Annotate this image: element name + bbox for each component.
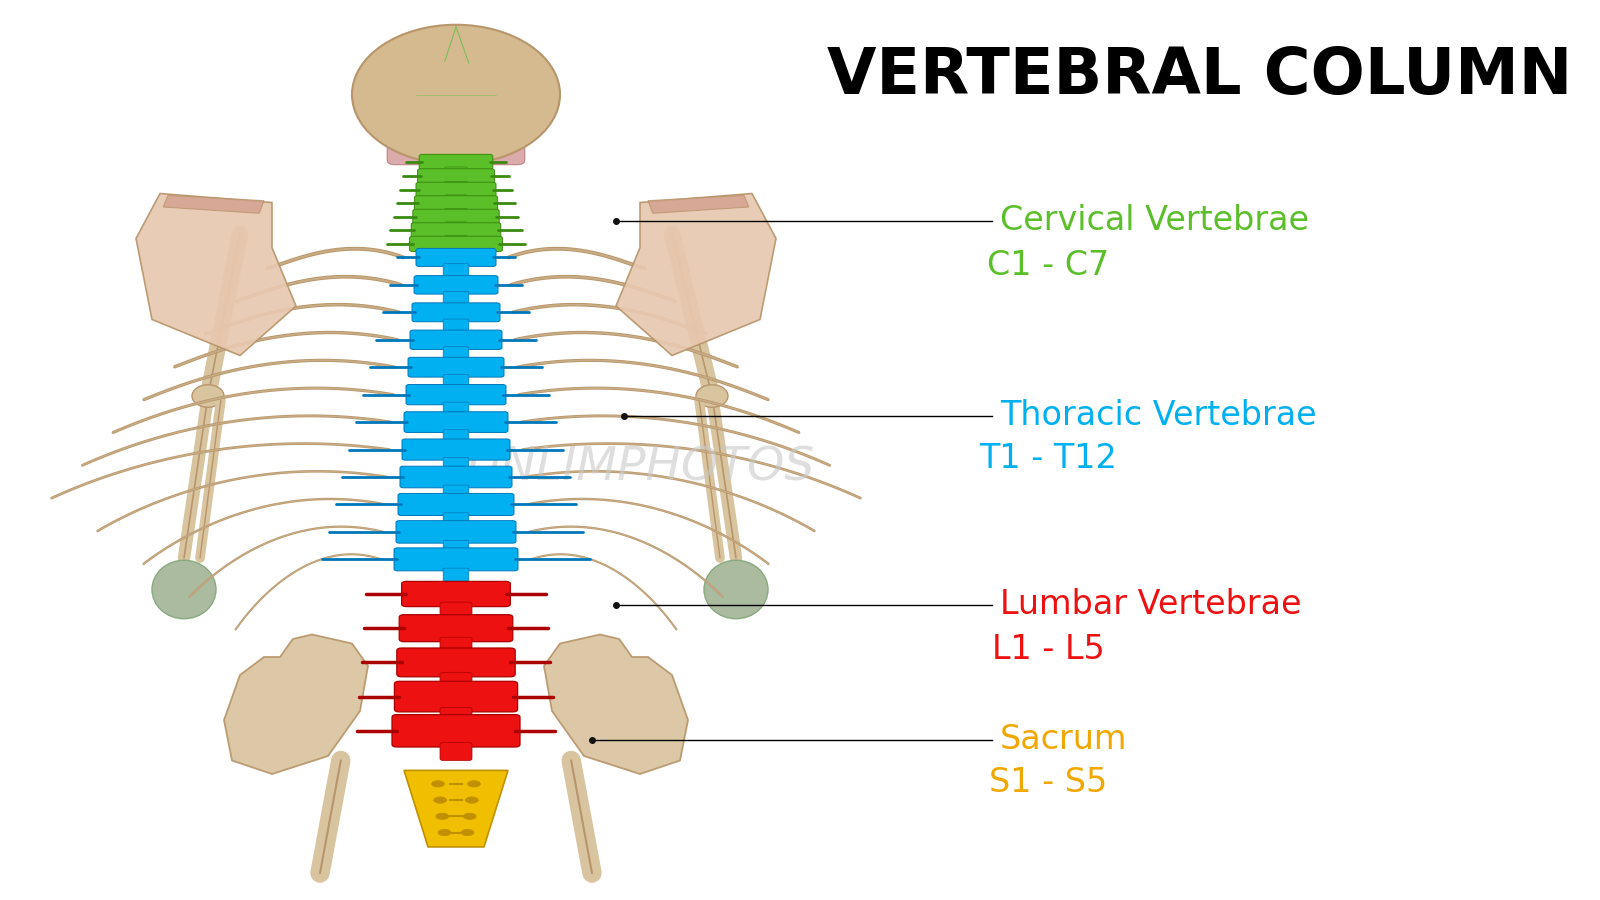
FancyBboxPatch shape <box>443 457 469 478</box>
FancyBboxPatch shape <box>443 346 469 364</box>
Polygon shape <box>616 194 776 356</box>
FancyBboxPatch shape <box>440 672 472 690</box>
Ellipse shape <box>432 781 445 787</box>
FancyBboxPatch shape <box>440 742 472 760</box>
FancyBboxPatch shape <box>443 485 469 507</box>
FancyBboxPatch shape <box>398 493 514 516</box>
Text: Sacrum: Sacrum <box>1000 724 1128 756</box>
Text: Thoracic Vertebrae: Thoracic Vertebrae <box>1000 400 1317 432</box>
Text: T1 - T12: T1 - T12 <box>979 443 1117 475</box>
FancyBboxPatch shape <box>443 430 469 450</box>
FancyBboxPatch shape <box>445 181 467 193</box>
FancyBboxPatch shape <box>414 275 498 294</box>
Polygon shape <box>136 194 296 356</box>
Polygon shape <box>544 634 688 774</box>
Ellipse shape <box>461 830 474 836</box>
FancyBboxPatch shape <box>416 248 496 266</box>
Polygon shape <box>224 634 368 774</box>
FancyBboxPatch shape <box>440 707 472 725</box>
FancyBboxPatch shape <box>445 249 467 259</box>
Polygon shape <box>403 770 509 847</box>
Ellipse shape <box>152 560 216 619</box>
FancyBboxPatch shape <box>411 302 499 321</box>
Polygon shape <box>648 195 749 213</box>
Text: L1 - L5: L1 - L5 <box>992 634 1104 666</box>
FancyBboxPatch shape <box>419 155 493 169</box>
FancyBboxPatch shape <box>443 264 469 278</box>
FancyBboxPatch shape <box>445 208 467 219</box>
Ellipse shape <box>352 24 560 164</box>
Ellipse shape <box>696 385 728 407</box>
FancyBboxPatch shape <box>413 209 499 224</box>
FancyBboxPatch shape <box>403 412 507 433</box>
FancyBboxPatch shape <box>445 221 467 232</box>
FancyBboxPatch shape <box>392 715 520 747</box>
Ellipse shape <box>466 797 478 804</box>
FancyBboxPatch shape <box>443 540 469 563</box>
FancyBboxPatch shape <box>445 167 467 178</box>
Text: C1 - C7: C1 - C7 <box>987 249 1109 282</box>
Ellipse shape <box>704 560 768 619</box>
FancyBboxPatch shape <box>443 292 469 307</box>
Ellipse shape <box>464 814 477 820</box>
Ellipse shape <box>438 830 451 836</box>
FancyBboxPatch shape <box>400 466 512 488</box>
FancyBboxPatch shape <box>398 615 512 642</box>
Text: VERTEBRAL COLUMN: VERTEBRAL COLUMN <box>827 45 1573 107</box>
FancyBboxPatch shape <box>397 648 515 677</box>
FancyBboxPatch shape <box>440 602 472 620</box>
FancyBboxPatch shape <box>443 319 469 336</box>
FancyBboxPatch shape <box>410 330 502 349</box>
Text: Cervical Vertebrae: Cervical Vertebrae <box>1000 204 1309 237</box>
Ellipse shape <box>434 797 446 804</box>
FancyBboxPatch shape <box>387 102 525 165</box>
FancyBboxPatch shape <box>418 168 494 184</box>
FancyBboxPatch shape <box>443 513 469 536</box>
FancyBboxPatch shape <box>402 439 510 460</box>
FancyBboxPatch shape <box>410 236 502 251</box>
Text: Lumbar Vertebrae: Lumbar Vertebrae <box>1000 589 1301 621</box>
FancyBboxPatch shape <box>414 195 498 211</box>
FancyBboxPatch shape <box>443 402 469 421</box>
FancyBboxPatch shape <box>416 182 496 197</box>
FancyBboxPatch shape <box>443 374 469 392</box>
FancyBboxPatch shape <box>395 520 515 544</box>
FancyBboxPatch shape <box>443 568 469 592</box>
Text: UNLIMPHOTOS: UNLIMPHOTOS <box>466 446 814 491</box>
Polygon shape <box>163 195 264 213</box>
FancyBboxPatch shape <box>408 357 504 377</box>
Ellipse shape <box>192 385 224 407</box>
FancyBboxPatch shape <box>440 637 472 655</box>
FancyBboxPatch shape <box>411 223 501 238</box>
FancyBboxPatch shape <box>394 548 518 571</box>
FancyBboxPatch shape <box>445 194 467 205</box>
Ellipse shape <box>435 814 448 820</box>
FancyBboxPatch shape <box>402 581 510 607</box>
FancyBboxPatch shape <box>394 681 518 712</box>
FancyBboxPatch shape <box>406 384 506 405</box>
FancyBboxPatch shape <box>445 235 467 246</box>
Text: S1 - S5: S1 - S5 <box>989 767 1107 799</box>
Ellipse shape <box>467 781 480 787</box>
